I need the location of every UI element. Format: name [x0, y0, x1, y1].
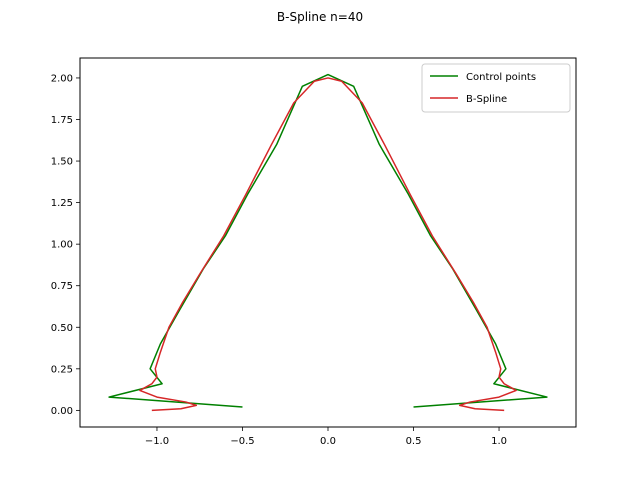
y-tick-label: 1.50: [51, 157, 73, 168]
legend-box: [421, 63, 571, 113]
legend-label: Control points: [466, 72, 536, 83]
x-tick-label: 0.5: [406, 436, 422, 447]
y-tick-label: 1.00: [51, 240, 73, 251]
legend-label: B-Spline: [466, 94, 507, 105]
x-axis: −1.0 −0.5 0.0 0.5 1.0: [145, 427, 507, 447]
legend: Control points B-Spline: [421, 63, 571, 113]
x-tick-label: −0.5: [230, 436, 254, 447]
y-tick-label: 0.25: [51, 364, 73, 375]
y-tick-label: 0.50: [51, 323, 73, 334]
y-tick-label: 0.00: [51, 406, 73, 417]
chart-title: B-Spline n=40: [277, 10, 363, 24]
x-tick-label: −1.0: [145, 436, 169, 447]
y-tick-label: 1.75: [51, 115, 73, 126]
plot-area: [108, 73, 548, 412]
y-tick-label: 1.25: [51, 198, 73, 209]
y-tick-label: 0.75: [51, 281, 73, 292]
x-tick-label: 0.0: [320, 436, 336, 447]
axes-frame: [79, 57, 577, 428]
y-tick-label: 2.00: [51, 73, 73, 84]
series-line-1: [139, 77, 517, 412]
x-tick-label: 1.0: [491, 436, 507, 447]
y-axis: 0.00 0.25 0.50 0.75 1.00 1.25 1.50 1.75 2.00: [51, 73, 80, 417]
series-line-0: [108, 73, 548, 408]
